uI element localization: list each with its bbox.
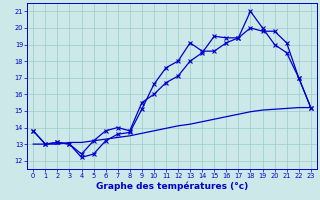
- X-axis label: Graphe des températures (°c): Graphe des températures (°c): [96, 182, 248, 191]
